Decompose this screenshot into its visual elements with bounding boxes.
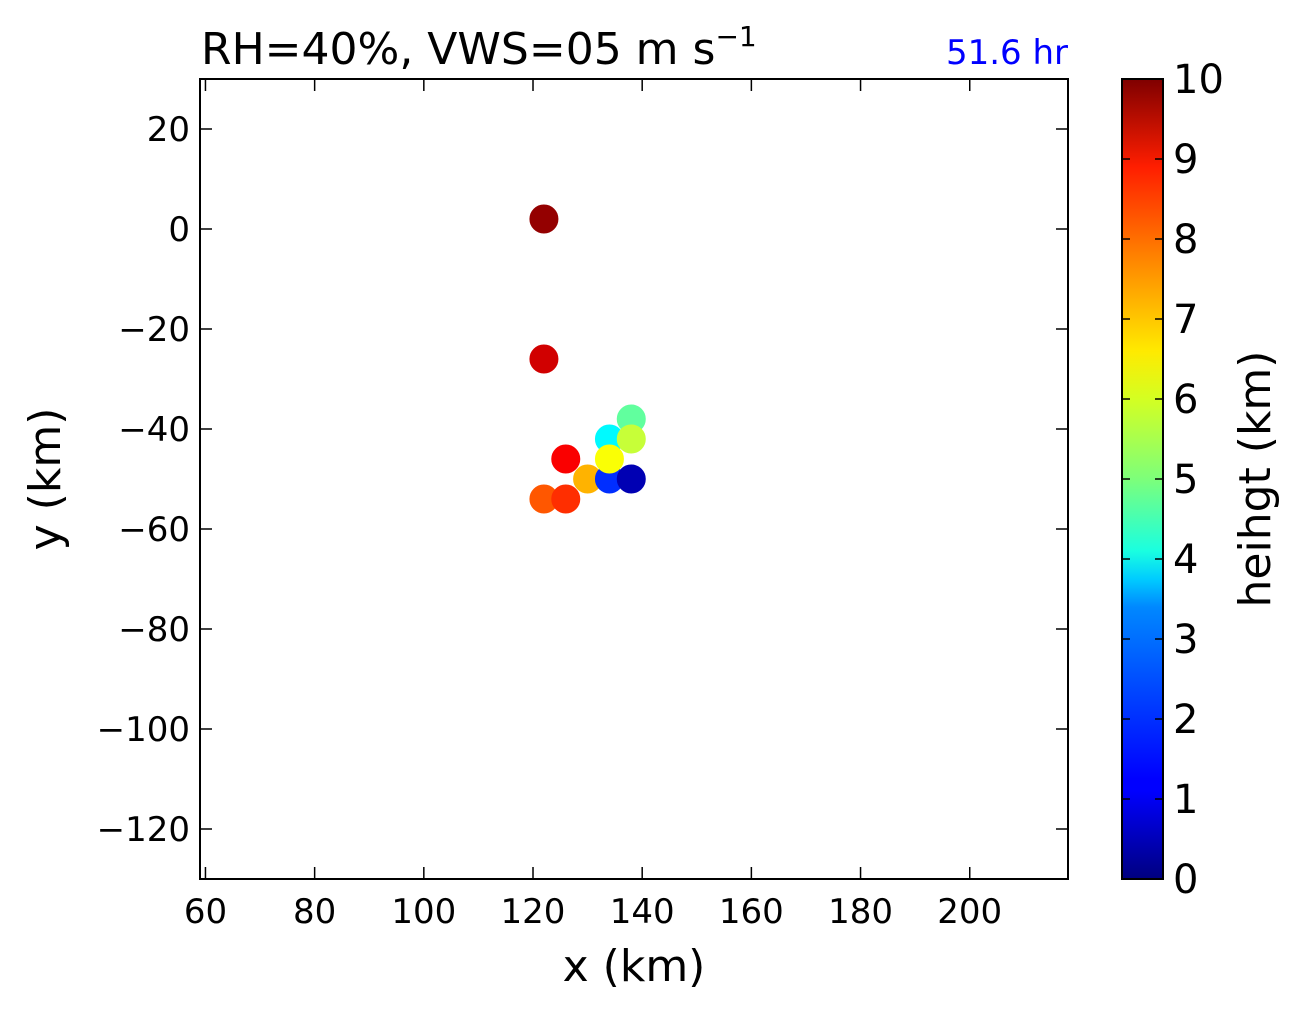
colorbar-tick-label: 9 (1173, 137, 1198, 183)
x-tick-label: 80 (293, 892, 336, 932)
scatter-point (551, 444, 581, 474)
chart-title: RH=40%, VWS=05 m s−1 (201, 20, 757, 75)
y-tick-label: −120 (97, 810, 190, 850)
x-tick-label: 60 (184, 892, 227, 932)
chart-title-superscript: −1 (715, 20, 756, 53)
colorbar-tick-label: 8 (1173, 217, 1198, 263)
y-tick-label: −20 (118, 310, 190, 350)
colorbar-tick-label: 4 (1173, 537, 1198, 583)
x-axis-ticks: 60 80 100 120 140 160 180 200 (184, 79, 1002, 932)
colorbar-label: heihgt (km) (1230, 351, 1281, 608)
y-tick-label: −60 (118, 510, 190, 550)
scatter-point (616, 424, 646, 454)
colorbar-tick-label: 6 (1173, 377, 1198, 423)
y-tick-label: 0 (168, 210, 190, 250)
colorbar-tick-label: 3 (1173, 617, 1198, 663)
time-annotation: 51.6 hr (946, 33, 1068, 73)
colorbar-tick-label: 2 (1173, 697, 1198, 743)
scatter-point (594, 444, 624, 474)
scatter-point (616, 464, 646, 494)
scatter-points (529, 204, 646, 514)
colorbar-tick-label: 10 (1173, 57, 1224, 103)
colorbar-ticks: 0 1 2 3 4 5 6 7 8 9 10 (1122, 57, 1224, 903)
x-tick-label: 120 (501, 892, 566, 932)
x-tick-label: 140 (610, 892, 675, 932)
x-tick-label: 100 (391, 892, 456, 932)
x-tick-label: 160 (719, 892, 784, 932)
colorbar-tick-label: 1 (1173, 777, 1198, 823)
x-tick-label: 180 (828, 892, 893, 932)
x-tick-label: 200 (937, 892, 1002, 932)
scatter-point (529, 344, 559, 374)
scatter-point (529, 204, 559, 234)
y-tick-label: 20 (147, 110, 190, 150)
chart-title-main: RH=40%, VWS=05 m s (201, 24, 715, 75)
x-axis-label: x (km) (563, 941, 706, 992)
colorbar-tick-label: 5 (1173, 457, 1198, 503)
y-tick-label: −40 (118, 410, 190, 450)
colorbar-tick-label: 0 (1173, 857, 1198, 903)
colorbar-tick-label: 7 (1173, 297, 1198, 343)
scatter-point (551, 484, 581, 514)
y-axis-ticks: 20 0 −20 −40 −60 −80 −100 −120 (97, 110, 1068, 850)
y-tick-label: −100 (97, 710, 190, 750)
y-tick-label: −80 (118, 610, 190, 650)
y-axis-label: y (km) (20, 408, 71, 551)
